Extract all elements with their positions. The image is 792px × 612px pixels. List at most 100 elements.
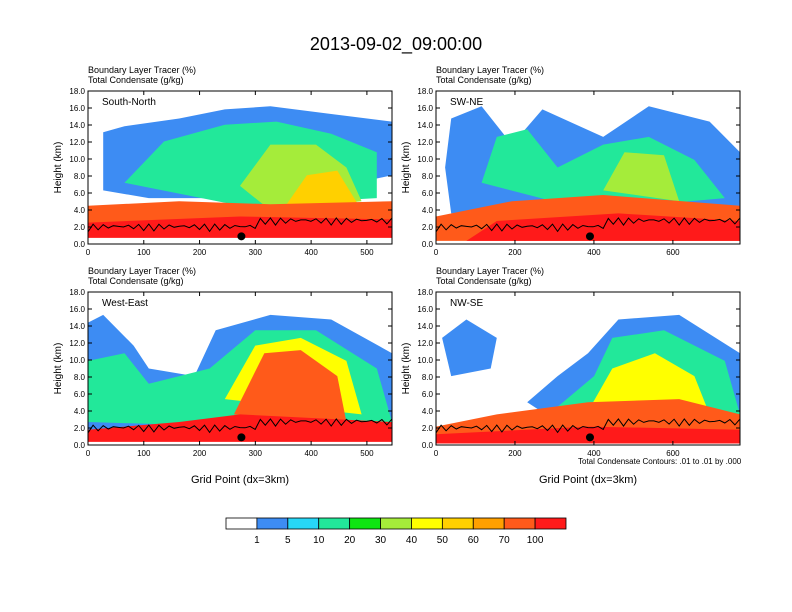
tracer-field <box>88 106 392 238</box>
panel-subtitle-tracer: Boundary Layer Tracer (%) <box>436 65 544 75</box>
panel-sw-ne: Boundary Layer Tracer (%)Total Condensat… <box>401 65 741 257</box>
y-tick-label: 12.0 <box>417 138 433 147</box>
x-axis-label: Grid Point (dx=3km) <box>191 474 289 486</box>
y-tick-label: 6.0 <box>422 390 434 399</box>
field-region <box>285 170 362 211</box>
x-tick-label: 0 <box>86 449 91 458</box>
colorbar-swatch <box>256 517 289 530</box>
y-tick-label: 10.0 <box>417 155 433 164</box>
terrain-line <box>436 418 740 434</box>
x-tick-label: 100 <box>137 248 151 257</box>
station-marker <box>585 232 594 241</box>
field-region <box>88 414 392 442</box>
colorbar-swatch <box>411 517 443 530</box>
tracer-field <box>88 314 392 442</box>
colorbar-swatch <box>534 517 567 530</box>
y-tick-label: 18.0 <box>417 87 433 96</box>
x-tick-label: 400 <box>304 248 318 257</box>
x-tick-label: 400 <box>587 248 601 257</box>
x-tick-label: 200 <box>508 449 522 458</box>
colorbar-swatch <box>503 517 536 530</box>
y-tick-label: 2.0 <box>422 424 434 433</box>
y-tick-label: 2.0 <box>74 223 86 232</box>
panel-subtitle-condensate: Total Condensate (g/kg) <box>436 276 532 286</box>
colorbar-label: 1 <box>254 535 260 546</box>
x-tick-label: 200 <box>193 248 207 257</box>
station-marker <box>237 232 246 241</box>
colorbar-swatch <box>225 517 258 530</box>
plot-frame <box>87 90 393 245</box>
y-tick-label: 2.0 <box>74 424 86 433</box>
terrain-line <box>88 217 392 233</box>
x-tick-label: 300 <box>249 248 263 257</box>
y-tick-label: 12.0 <box>69 138 85 147</box>
y-tick-label: 14.0 <box>417 121 433 130</box>
y-tick-label: 0.0 <box>74 240 86 249</box>
colorbar-label: 70 <box>499 535 511 546</box>
x-tick-label: 600 <box>666 248 680 257</box>
x-tick-label: 500 <box>360 248 374 257</box>
y-tick-label: 6.0 <box>74 390 86 399</box>
y-tick-label: 16.0 <box>417 305 433 314</box>
x-tick-label: 400 <box>304 449 318 458</box>
field-region <box>588 353 710 415</box>
y-tick-label: 8.0 <box>422 373 434 382</box>
y-tick-label: 16.0 <box>417 104 433 113</box>
panel-label: West-East <box>102 298 148 309</box>
y-tick-label: 12.0 <box>417 339 433 348</box>
colorbar-label: 60 <box>468 535 480 546</box>
plot-frame <box>87 291 393 446</box>
x-axis-label: Grid Point (dx=3km) <box>539 474 637 486</box>
y-tick-label: 8.0 <box>74 172 86 181</box>
field-region <box>233 350 347 422</box>
colorbar-label: 40 <box>406 535 418 546</box>
terrain-line <box>88 418 392 434</box>
y-tick-label: 16.0 <box>69 104 85 113</box>
contour-footnote: Total Condensate Contours: .01 to .01 by… <box>578 457 742 466</box>
panel-subtitle-tracer: Boundary Layer Tracer (%) <box>88 65 196 75</box>
y-tick-label: 18.0 <box>417 288 433 297</box>
y-tick-label: 2.0 <box>422 223 434 232</box>
y-tick-label: 6.0 <box>422 189 434 198</box>
y-tick-label: 4.0 <box>74 407 86 416</box>
panel-label: SW-NE <box>450 97 483 108</box>
y-axis-label: Height (km) <box>53 343 64 395</box>
y-tick-label: 14.0 <box>69 322 85 331</box>
x-tick-label: 0 <box>434 449 439 458</box>
y-axis-label: Height (km) <box>401 343 412 395</box>
colorbar-label: 100 <box>527 535 544 546</box>
colorbar-swatch <box>349 517 381 530</box>
y-axis-label: Height (km) <box>53 142 64 194</box>
y-tick-label: 4.0 <box>422 407 434 416</box>
panels: Boundary Layer Tracer (%)Total Condensat… <box>53 65 741 486</box>
plot-frame <box>435 291 741 446</box>
x-tick-label: 500 <box>360 449 374 458</box>
colorbar-swatch <box>318 517 351 530</box>
x-tick-label: 100 <box>137 449 151 458</box>
y-tick-label: 4.0 <box>422 206 434 215</box>
tracer-field <box>436 106 740 241</box>
y-tick-label: 16.0 <box>69 305 85 314</box>
y-tick-label: 14.0 <box>417 322 433 331</box>
colorbar-swatch <box>441 517 474 530</box>
panel-label: South-North <box>102 97 156 108</box>
field-region <box>603 152 680 202</box>
y-tick-label: 6.0 <box>74 189 86 198</box>
x-tick-label: 600 <box>666 449 680 458</box>
y-tick-label: 10.0 <box>69 155 85 164</box>
y-tick-label: 10.0 <box>417 356 433 365</box>
x-tick-label: 400 <box>587 449 601 458</box>
panel-subtitle-tracer: Boundary Layer Tracer (%) <box>436 266 544 276</box>
panel-nw-se: Boundary Layer Tracer (%)Total Condensat… <box>401 266 741 486</box>
x-tick-label: 0 <box>86 248 91 257</box>
field-region <box>88 216 392 238</box>
field-region <box>442 319 497 377</box>
figure-title: 2013-09-02_09:00:00 <box>310 34 482 55</box>
y-tick-label: 12.0 <box>69 339 85 348</box>
y-tick-label: 18.0 <box>69 87 85 96</box>
y-tick-label: 0.0 <box>422 240 434 249</box>
y-tick-label: 4.0 <box>74 206 86 215</box>
panel-south-north: Boundary Layer Tracer (%)Total Condensat… <box>53 65 393 257</box>
tracer-field <box>436 314 740 444</box>
